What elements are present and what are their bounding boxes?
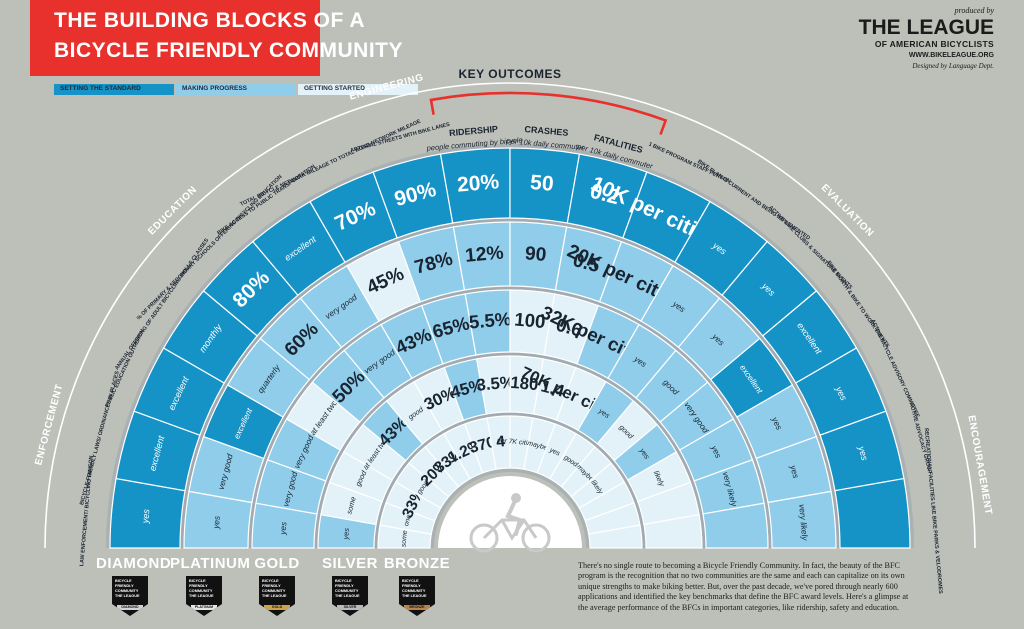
outer-arc (44, 82, 976, 549)
section-label: ENGINEERING (348, 72, 425, 102)
badge-level: GOLD (264, 605, 290, 610)
cell-value: 100 (514, 308, 547, 332)
cell-value: 180 (510, 373, 540, 394)
badge-level: PLATINUM (191, 605, 217, 610)
category-label: RECREATIONAL FACILITIES LIKE BIKE PARKS … (923, 428, 943, 595)
badge-text: THE LEAGUE (402, 594, 427, 598)
badge-level: DIAMOND (117, 605, 143, 610)
cell-silver (643, 513, 703, 549)
league-url[interactable]: WWW.BIKELEAGUE.ORG (908, 52, 994, 59)
cell-gold (702, 502, 769, 549)
legend-label: SETTING THE STANDARD (60, 85, 141, 92)
cell-value: yes (211, 515, 222, 530)
tier-name: PLATINUM (170, 555, 251, 572)
tier-platinum: PLATINUM BICYCLE FRIENDLY COMMUNITY THE LEAG… (170, 555, 251, 616)
key-outcomes-bracket (429, 91, 668, 135)
section-label: ENFORCEMENT (33, 383, 65, 467)
badge-text: COMMUNITY (335, 589, 359, 593)
cell-value: 5.5% (468, 308, 513, 333)
legend-label: GETTING STARTED (304, 85, 365, 92)
tier-gold: GOLD BICYCLE FRIENDLY COMMUNITY THE LEAGUE GO… (243, 555, 311, 616)
badge-text: BICYCLE (262, 579, 279, 583)
cell-value: 12% (464, 243, 504, 267)
legend-swatch (298, 84, 418, 95)
cell-value: 4 (496, 433, 506, 451)
badge-text: FRIENDLY (402, 584, 421, 588)
bfc-badge: BICYCLE FRIENDLY COMMUNITY THE LEAGUE GOLD (259, 576, 295, 616)
badge-level: BRONZE (404, 605, 430, 610)
tier-name: BRONZE (383, 555, 451, 572)
cell-value: some (344, 496, 357, 516)
section-label: ENCOURAGEMENT (965, 414, 993, 516)
cell-value: yes (788, 463, 801, 479)
bfc-badge: BICYCLE FRIENDLY COMMUNITY THE LEAGUE DIAMON… (112, 576, 148, 616)
cell-value: yes (547, 446, 561, 457)
badge-text: THE LEAGUE (189, 594, 214, 598)
cell-bronze (588, 524, 643, 549)
cell-value: 20% (456, 170, 500, 197)
badge-text: BICYCLE (189, 579, 206, 583)
badge-text: FRIENDLY (335, 584, 354, 588)
footnote: There's no single route to becoming a Bi… (578, 561, 909, 612)
cell-value: 50 (529, 171, 554, 196)
cell-value: some (400, 530, 408, 547)
tier-silver: SILVER BICYCLE FRIENDLY COMMUNITY THE LEAGUE… (316, 555, 384, 616)
legend-swatch (176, 84, 296, 95)
key-outcome-label: CRASHES (524, 124, 569, 138)
tier-name: DIAMOND (96, 555, 172, 572)
cell-value: yes (140, 508, 151, 524)
badge-text: COMMUNITY (115, 589, 139, 593)
cell-platinum (767, 490, 837, 549)
cell-value: per 7K citizens (496, 437, 543, 448)
badge-text: THE LEAGUE (115, 594, 140, 598)
cell-value: 370 (468, 434, 498, 457)
key-outcome-label: RIDERSHIP (449, 124, 499, 138)
tier-name: SILVER (321, 555, 379, 572)
badge-level: SILVER (337, 605, 363, 610)
bfc-badge: BICYCLE FRIENDLY COMMUNITY THE LEAGUE PLATIN… (186, 576, 222, 616)
section-label: EDUCATION (146, 184, 199, 237)
designed-by: Designed by Language Dept. (912, 62, 994, 70)
cell-value: yes (856, 444, 870, 462)
produced-by: produced by (954, 6, 994, 15)
badge-text: BICYCLE (335, 579, 352, 583)
badge-text: THE LEAGUE (335, 594, 360, 598)
producer-block: produced by THE LEAGUE OF AMERICAN BICYC… (824, 6, 994, 70)
league-subname: OF AMERICAN BICYCLISTS (874, 39, 994, 49)
section-label: EVALUATION (819, 182, 876, 239)
badge-text: BICYCLE (402, 579, 419, 583)
key-outcomes-title: KEY OUTCOMES (458, 67, 561, 81)
title-line-1: THE BUILDING BLOCKS OF A (54, 9, 366, 32)
legend-swatch (54, 84, 174, 95)
tier-diamond: DIAMOND BICYCLE FRIENDLY COMMUNITY THE LEAGU… (96, 555, 172, 616)
badge-text: COMMUNITY (262, 589, 286, 593)
bfc-badge: BICYCLE FRIENDLY COMMUNITY THE LEAGUE BRONZE (399, 576, 435, 616)
badge-text: COMMUNITY (402, 589, 426, 593)
badge-text: COMMUNITY (189, 589, 213, 593)
league-name: THE LEAGUE (858, 16, 994, 39)
bfc-badge: BICYCLE FRIENDLY COMMUNITY THE LEAGUE SILVER (332, 576, 368, 616)
cell-value: very likely (797, 504, 810, 542)
cell-value: 3.5% (476, 372, 516, 394)
badge-text: FRIENDLY (115, 584, 134, 588)
badge-text: BICYCLE (115, 579, 132, 583)
cell-value: yes (341, 527, 351, 540)
legend-label: MAKING PROGRESS (182, 85, 248, 92)
title-banner: THE BUILDING BLOCKS OF A BICYCLE FRIENDL… (30, 0, 403, 76)
cell-value: 90 (524, 243, 547, 266)
badge-text: FRIENDLY (189, 584, 208, 588)
badge-text: THE LEAGUE (262, 594, 287, 598)
tier-bronze: BRONZE BICYCLE FRIENDLY COMMUNITY THE LEAGUE… (383, 555, 451, 616)
tier-name: GOLD (254, 555, 300, 572)
cell-value: yes (278, 522, 288, 536)
cell-value: one (403, 514, 413, 527)
bicycle-rider-icon (469, 493, 551, 553)
title-line-2: BICYCLE FRIENDLY COMMUNITY (54, 39, 404, 62)
cell-diamond (834, 477, 911, 549)
badge-text: FRIENDLY (262, 584, 281, 588)
